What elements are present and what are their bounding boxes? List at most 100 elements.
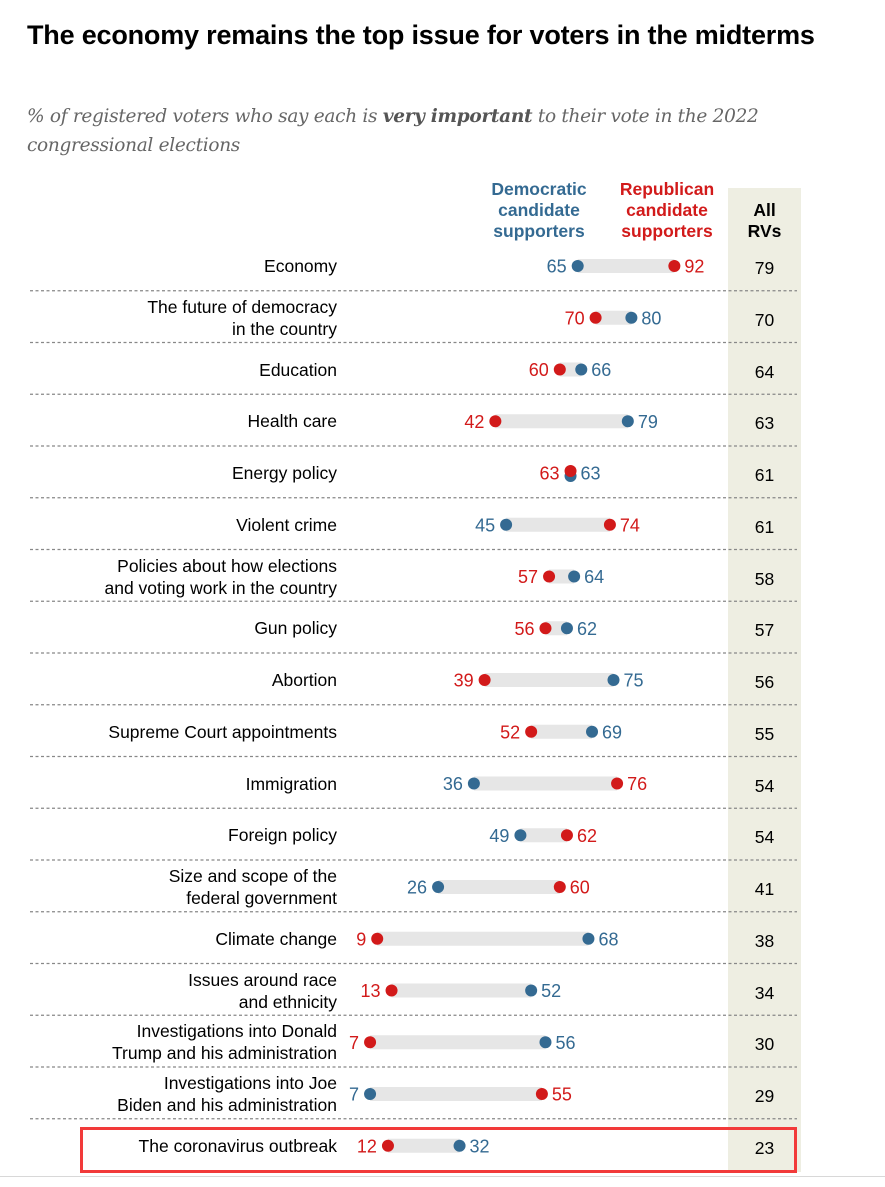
range-bar	[438, 880, 560, 894]
rep-dot	[371, 932, 384, 945]
all-rvs-value: 54	[754, 827, 775, 848]
chart-title: The economy remains the top issue for vo…	[27, 20, 815, 50]
rep-value-label: 42	[464, 412, 484, 432]
range-bar	[370, 1035, 546, 1050]
category-label: Investigations into Donald Trump and his …	[30, 1020, 337, 1064]
rep-value-label: 9	[356, 929, 366, 949]
category-label: Foreign policy	[30, 824, 337, 846]
dem-dot	[607, 674, 620, 686]
range-bar	[595, 310, 632, 325]
dem-value-label: 36	[443, 774, 463, 794]
category-label: Gun policy	[30, 617, 337, 639]
range-bar	[545, 621, 567, 636]
category-label-line: Foreign policy	[228, 825, 337, 846]
all-rvs-value: 64	[754, 361, 775, 382]
all-rvs-value: 30	[754, 1034, 775, 1055]
bottom-rule	[0, 1176, 885, 1177]
legend-democratic-header: Democratic candidate supporters	[470, 179, 608, 242]
category-label-line: Size and scope of the	[168, 866, 337, 886]
rep-dot	[364, 1036, 377, 1049]
category-label-line: Trump and his administration	[111, 1043, 337, 1064]
category-label-line: Policies about how elections	[117, 555, 337, 576]
dem-dot	[432, 881, 445, 893]
legend-republican-header: Republican candidate supporters	[604, 179, 730, 242]
range-bar	[559, 362, 582, 377]
dem-dot	[525, 984, 538, 997]
dem-value-label: 66	[591, 360, 611, 380]
category-label-line: Immigration	[245, 773, 337, 794]
category-label-line: Energy policy	[231, 463, 337, 483]
all-rvs-column-background	[728, 188, 801, 1172]
dem-value-label: 79	[638, 412, 658, 432]
dem-value-label: 52	[541, 981, 561, 1001]
rep-dot	[603, 518, 616, 531]
category-label-line: Investigations into Joe	[163, 1073, 337, 1093]
rep-dot	[553, 881, 566, 893]
category-label-line: The future of democracy	[147, 296, 337, 317]
rep-value-label: 92	[684, 257, 704, 277]
category-label: Education	[30, 359, 337, 381]
dem-dot	[560, 622, 573, 635]
header-line: candidate	[498, 200, 580, 220]
rep-value-label: 7	[349, 1033, 359, 1053]
category-label-line: Supreme Court appointments	[108, 721, 337, 742]
rep-dot	[489, 415, 502, 428]
dem-dot	[625, 311, 638, 324]
range-bar	[484, 673, 614, 687]
category-label-line: Biden and his administration	[117, 1095, 337, 1115]
dem-dot	[364, 1088, 377, 1100]
rep-dot	[564, 465, 577, 477]
dem-dot	[500, 518, 513, 531]
range-bar	[506, 517, 610, 532]
range-bar	[387, 1138, 460, 1153]
range-bar	[391, 983, 532, 998]
dem-dot	[453, 1139, 466, 1152]
category-label-line: Investigations into Donald	[136, 1021, 337, 1042]
subtitle-part: % of registered voters who say each is	[27, 106, 383, 127]
category-label-line: and voting work in the country	[104, 577, 338, 598]
rep-dot	[589, 311, 602, 324]
category-label: Supreme Court appointments	[30, 721, 337, 743]
all-rvs-value: 38	[754, 930, 775, 951]
category-label: Energy policy	[30, 462, 337, 484]
category-label: Policies about how elections and voting w…	[30, 555, 338, 599]
dem-dot	[586, 725, 599, 738]
category-label: Size and scope of the federal government	[30, 865, 337, 909]
dem-dot	[467, 777, 480, 790]
header-line: RVs	[747, 221, 782, 241]
header-line: supporters	[621, 221, 713, 241]
dem-value-label: 80	[641, 308, 661, 328]
dem-dot	[571, 260, 584, 272]
all-rvs-value: 23	[754, 1137, 775, 1158]
rep-value-label: 74	[620, 515, 640, 535]
rep-value-label: 76	[627, 774, 647, 794]
rep-value-label: 55	[552, 1085, 572, 1105]
range-bar	[473, 776, 618, 791]
category-label: The coronavirus outbreak	[30, 1135, 337, 1157]
rep-dot	[478, 674, 491, 686]
rep-value-label: 63	[540, 464, 560, 484]
header-line: supporters	[493, 221, 585, 241]
dem-value-label: 56	[555, 1033, 575, 1053]
dem-value-label: 75	[624, 671, 644, 691]
dem-dot	[514, 829, 527, 842]
category-label: Economy	[30, 255, 337, 277]
category-label: Health care	[30, 410, 338, 432]
dem-dot	[621, 415, 634, 428]
category-label: The future of democracy in the country	[30, 296, 337, 340]
rep-value-label: 52	[500, 722, 520, 742]
rep-dot	[539, 622, 552, 635]
range-bar	[495, 414, 628, 429]
category-label: Investigations into Joe Biden and his adm…	[30, 1072, 337, 1116]
header-line: Republican	[619, 179, 715, 199]
dem-value-label: 64	[584, 567, 604, 587]
category-label: Issues around race and ethnicity	[30, 969, 337, 1013]
all-rvs-value: 57	[754, 620, 775, 641]
rep-value-label: 56	[514, 619, 534, 639]
range-bar	[531, 724, 593, 739]
rep-value-label: 12	[357, 1136, 377, 1156]
range-bar	[520, 828, 567, 843]
category-label: Abortion	[30, 669, 337, 691]
category-label-line: Education	[259, 359, 337, 380]
rep-dot	[668, 260, 681, 272]
